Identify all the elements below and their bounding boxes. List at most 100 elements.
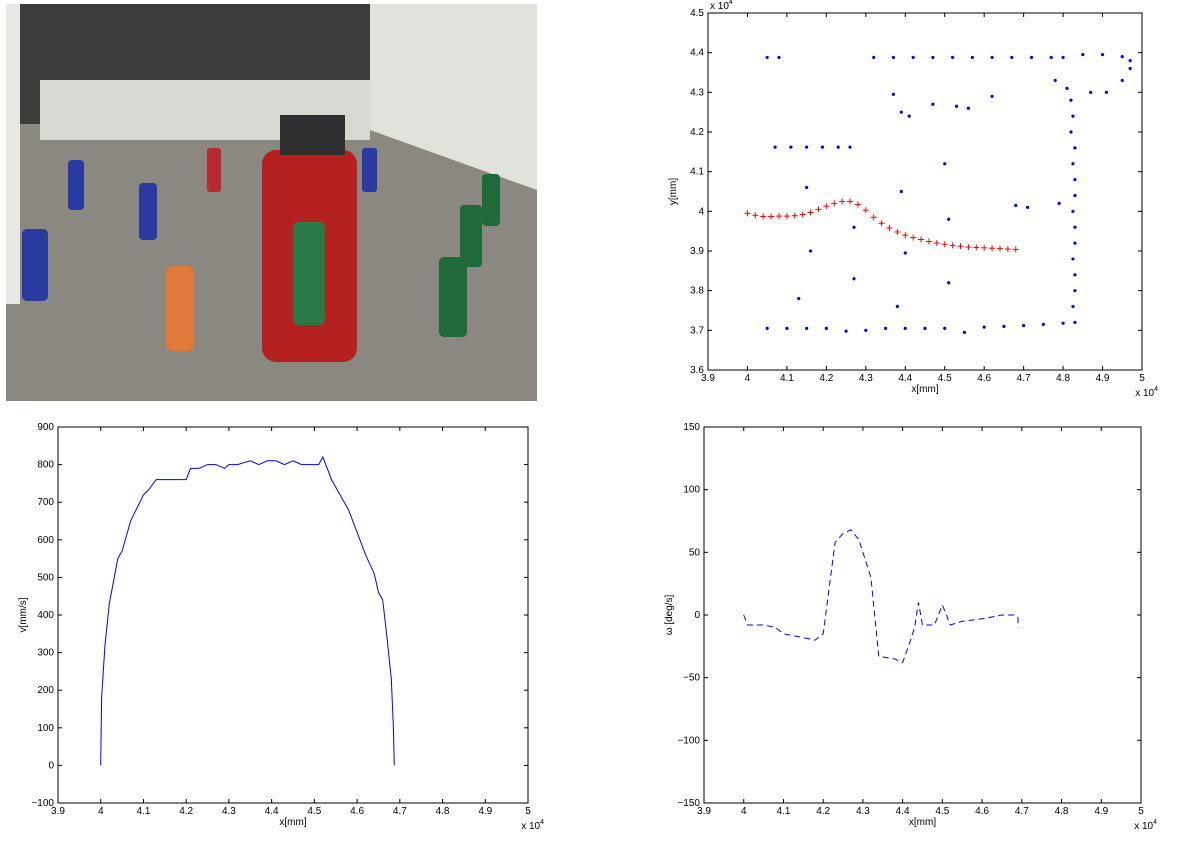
y-tick-label: 400 (37, 610, 54, 621)
obstacle-point (805, 326, 809, 330)
multiplier-base: x 10 (710, 1, 729, 12)
obstacle-point (931, 102, 935, 106)
obstacle-point (1073, 146, 1077, 150)
obstacle-point (852, 277, 856, 281)
y-tick-label: 3.8 (690, 286, 704, 297)
trajectory-point (870, 214, 877, 221)
obstacle-point (1071, 257, 1075, 261)
obstacle-point (1022, 323, 1026, 328)
obstacle-point (1089, 90, 1093, 94)
x-tick-label: 4.5 (307, 806, 321, 817)
obstacle-point (954, 104, 959, 108)
y-tick-label: 3.9 (690, 246, 704, 257)
obstacle-point (789, 145, 793, 149)
y-tick-label: 0 (48, 760, 54, 771)
obstacle-point (1061, 55, 1065, 60)
obstacle-point (907, 114, 911, 118)
obstacle-point (1061, 321, 1065, 325)
obstacle-point (1120, 55, 1124, 59)
obstacle-point (970, 55, 974, 60)
x-tick-label: 5 (525, 806, 531, 817)
x-tick-label: 5 (1139, 373, 1145, 384)
obstacle-point (1073, 320, 1077, 324)
obstacle-point (1073, 241, 1077, 245)
obstacle-point (990, 55, 994, 60)
x-tick-label: 4.1 (777, 806, 791, 817)
obstacle-point (836, 145, 840, 149)
y-tick-label: 0 (694, 610, 700, 621)
trajectory-point (783, 213, 790, 220)
trajectory-point (989, 245, 996, 252)
multiplier-base: x 10 (1135, 388, 1154, 399)
axes-frame (707, 12, 1143, 371)
obstacle-point (1010, 55, 1014, 60)
y-axis-label: ω [deg/s] (664, 594, 675, 635)
obstacle-point (785, 326, 789, 330)
x-tick-label: 3.9 (701, 373, 715, 384)
data-line (743, 529, 1020, 664)
obstacle-point (1029, 55, 1034, 60)
trajectory-point (941, 241, 948, 248)
y-tick-label: 100 (683, 485, 700, 496)
axes-frame (703, 426, 1142, 804)
obstacle-point (1071, 304, 1075, 309)
photo-cylinder (22, 229, 48, 301)
multiplier-exponent: 4 (540, 819, 544, 826)
x-tick-label: 4.1 (780, 373, 794, 384)
x-tick-label: 4.3 (859, 373, 873, 384)
obstacle-point (903, 326, 907, 330)
y-tick-label: 500 (37, 572, 54, 583)
obstacle-point (990, 94, 994, 98)
x-tick-label: 4.3 (222, 806, 236, 817)
trajectory-point (776, 213, 783, 220)
x-tick-label: 4.8 (436, 806, 450, 817)
obstacle-point (1025, 205, 1030, 209)
y-tick-label: 4 (698, 206, 704, 217)
obstacle-point (765, 55, 769, 60)
x-tick-label: 4.8 (1055, 806, 1069, 817)
axis-multiplier: x 104 (1134, 819, 1157, 832)
x-tick-label: 4.2 (819, 373, 833, 384)
obstacle-point (895, 304, 899, 309)
multiplier-base: x 10 (521, 821, 540, 832)
x-tick-label: 4.4 (265, 806, 279, 817)
trajectory-point (981, 244, 988, 251)
obstacle-point (824, 326, 828, 330)
photo-robot-top (280, 115, 345, 155)
y-tick-label: 200 (37, 685, 54, 696)
obstacle-point (923, 326, 927, 330)
obstacle-point (1053, 78, 1057, 83)
trajectory-point (847, 198, 854, 205)
obstacle-point (1073, 193, 1077, 198)
x-axis-label: x[mm] (911, 384, 938, 395)
trajectory-point (902, 232, 909, 239)
trajectory-point (878, 220, 885, 227)
photo-cylinder (482, 174, 500, 226)
obstacle-point (1073, 225, 1077, 229)
x-tick-label: 4.7 (393, 806, 407, 817)
x-tick-label: 4.1 (137, 806, 151, 817)
x-tick-label: 4.6 (975, 806, 989, 817)
photo-cylinder (362, 148, 377, 192)
photo-cylinder (439, 257, 467, 337)
y-tick-label: 4.4 (690, 48, 704, 59)
x-tick-label: 4.9 (1096, 373, 1110, 384)
obstacle-point (931, 55, 935, 60)
x-tick-label: 4.7 (1015, 806, 1029, 817)
x-tick-label: 4.4 (898, 373, 912, 384)
obstacle-point (982, 325, 986, 329)
multiplier-exponent: 4 (1153, 819, 1157, 826)
y-tick-label: 700 (37, 497, 54, 508)
x-tick-label: 4.6 (350, 806, 364, 817)
obstacle-point (911, 55, 915, 60)
trajectory-point (933, 240, 940, 247)
x-tick-label: 4.2 (816, 806, 830, 817)
obstacle-point (1128, 66, 1132, 71)
x-tick-label: 4.9 (478, 806, 492, 817)
obstacle-point (1128, 59, 1132, 63)
axis-multiplier: x 104 (1135, 386, 1158, 399)
photo-left-wall (6, 4, 20, 304)
obstacle-point (1073, 178, 1077, 182)
